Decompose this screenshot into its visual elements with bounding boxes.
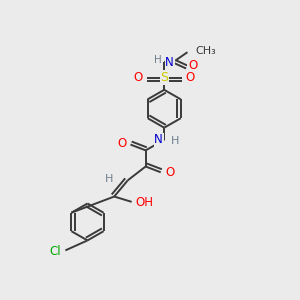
Text: H: H [171, 136, 180, 146]
Text: S: S [160, 71, 168, 84]
Text: Cl: Cl [49, 245, 61, 258]
Text: CH₃: CH₃ [195, 46, 216, 56]
Text: H: H [105, 173, 113, 184]
Text: N: N [165, 56, 174, 69]
Text: OH: OH [135, 196, 153, 209]
Text: N: N [154, 134, 163, 146]
Text: O: O [165, 166, 174, 179]
Text: O: O [186, 71, 195, 84]
Text: O: O [117, 137, 126, 150]
Text: H: H [154, 55, 161, 65]
Text: O: O [133, 71, 142, 84]
Text: O: O [188, 59, 197, 72]
